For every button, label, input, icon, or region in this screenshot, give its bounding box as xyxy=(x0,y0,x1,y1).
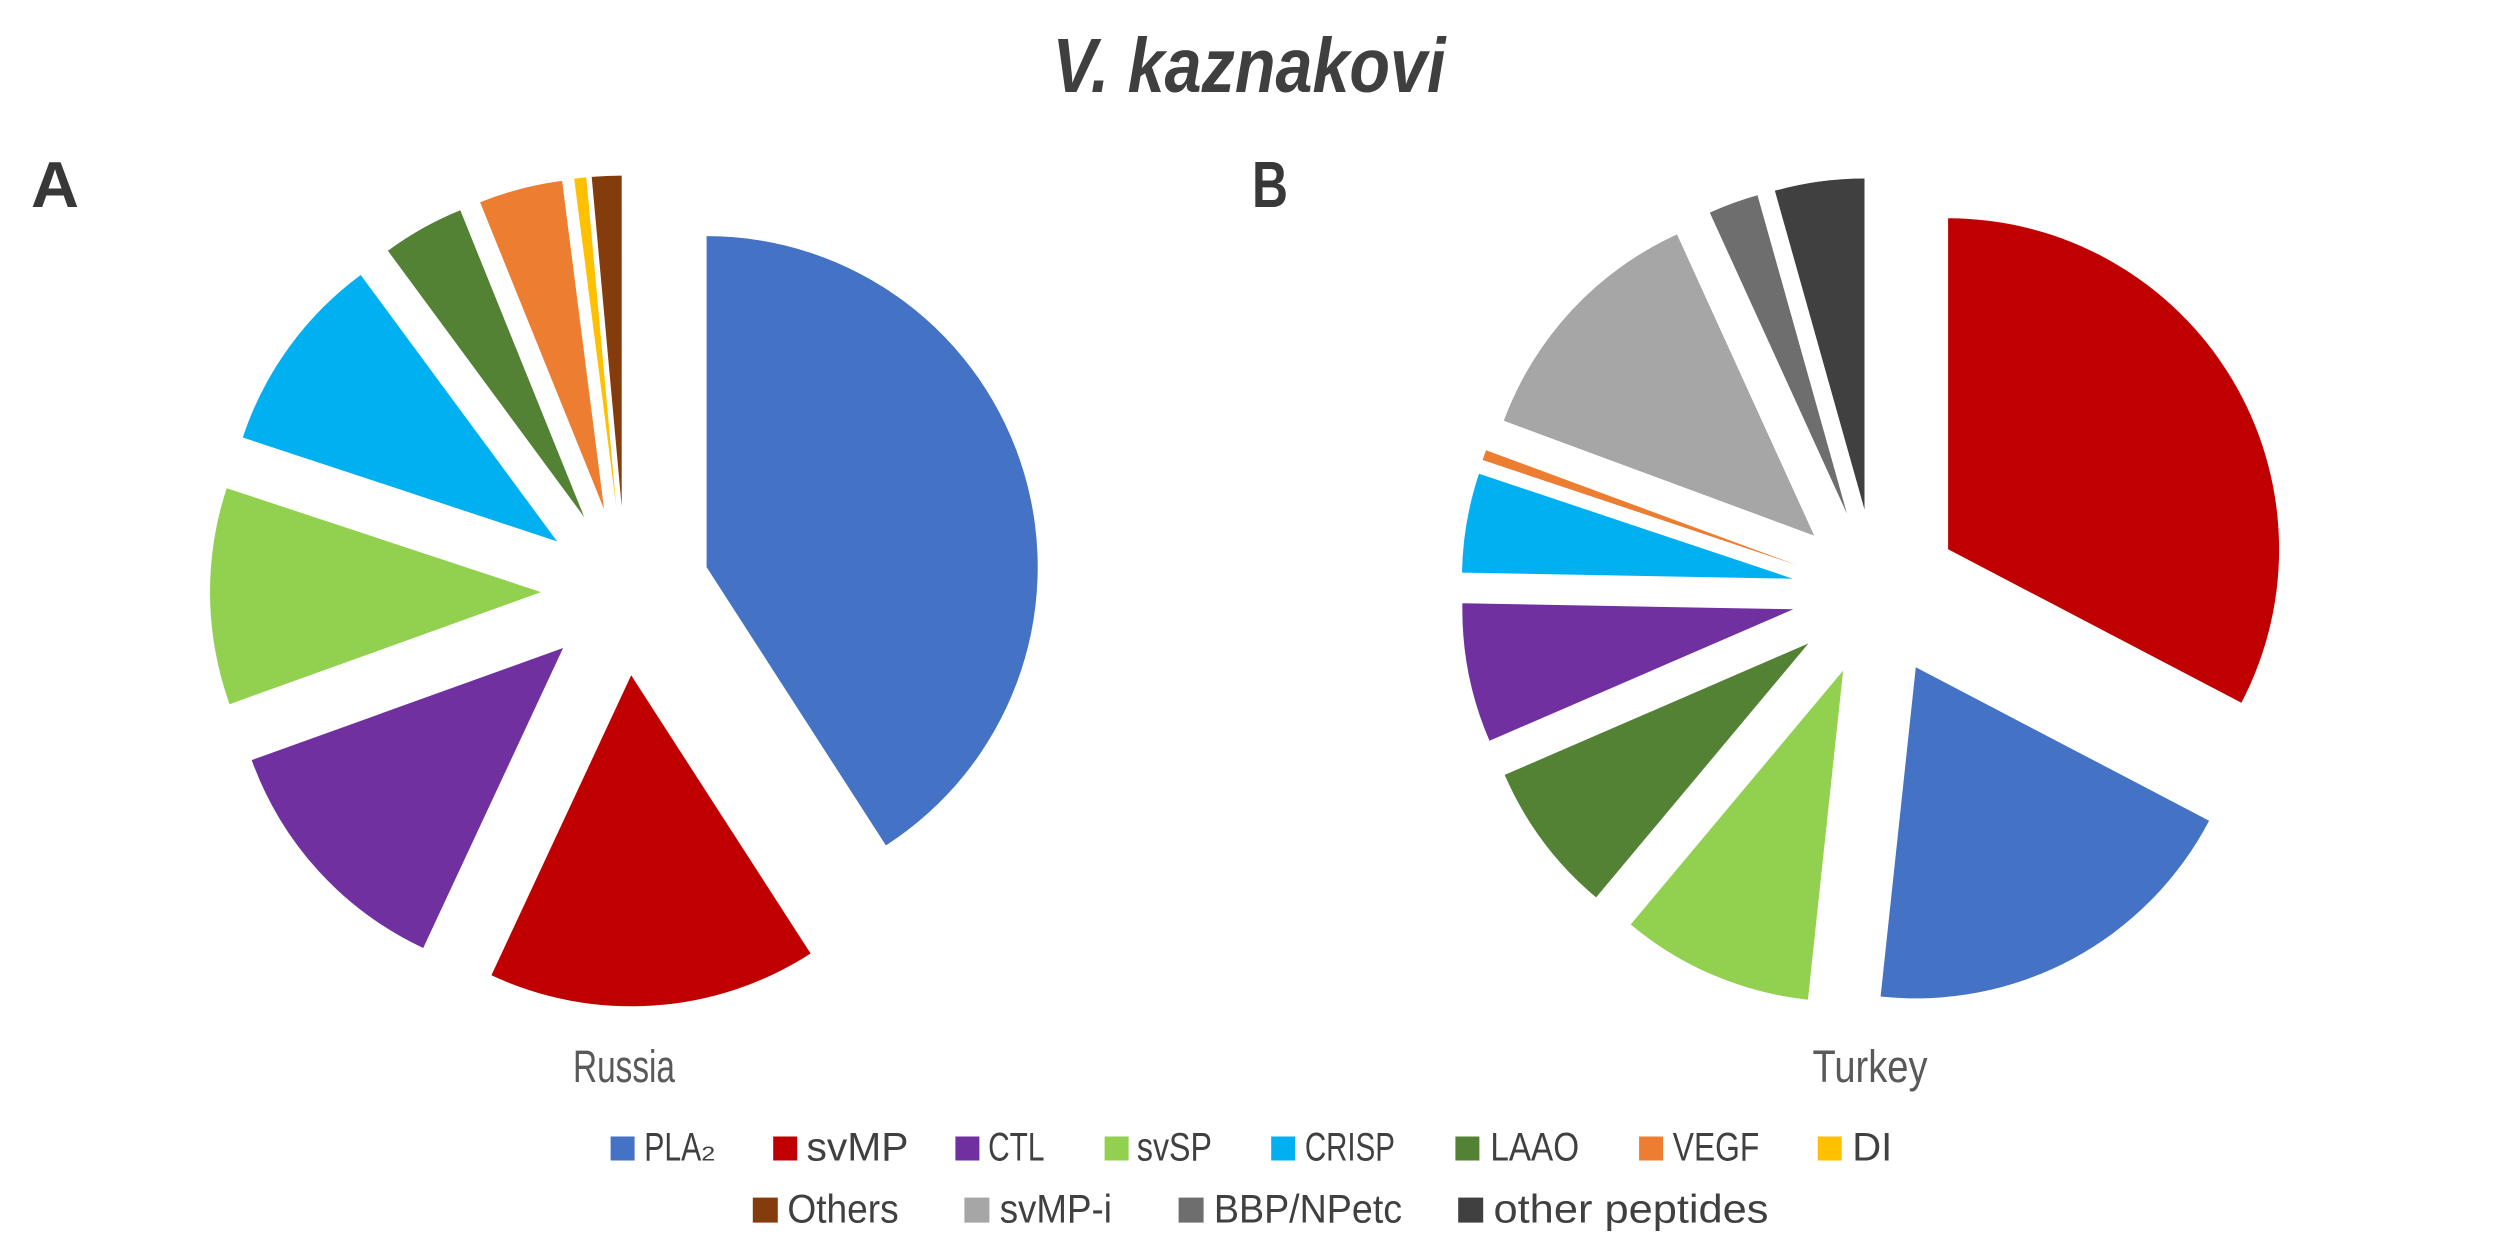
svg-text:Russia: Russia xyxy=(573,1041,676,1092)
svg-text:svSP: svSP xyxy=(1137,1126,1212,1170)
svg-text:CTL: CTL xyxy=(988,1126,1044,1170)
svg-text:2: 2 xyxy=(701,1144,715,1166)
svg-text:BBP/NPetc: BBP/NPetc xyxy=(1214,1188,1402,1232)
svg-text:svMP: svMP xyxy=(807,1126,909,1170)
svg-text:svMP-i: svMP-i xyxy=(1000,1188,1112,1232)
svg-text:LAAO: LAAO xyxy=(1490,1126,1579,1170)
svg-text:Turkey: Turkey xyxy=(1813,1041,1928,1092)
svg-text:DI: DI xyxy=(1852,1126,1892,1170)
svg-text:Others: Others xyxy=(787,1188,898,1232)
svg-text:VEGF: VEGF xyxy=(1673,1126,1760,1170)
svg-text:other peptides: other peptides xyxy=(1494,1188,1769,1232)
svg-text:PLA: PLA xyxy=(644,1126,701,1170)
svg-text:V. kaznakovi: V. kaznakovi xyxy=(1053,23,1447,109)
svg-text:B: B xyxy=(1252,148,1288,221)
svg-text:CRISP: CRISP xyxy=(1305,1126,1395,1170)
svg-text:A: A xyxy=(31,148,79,221)
